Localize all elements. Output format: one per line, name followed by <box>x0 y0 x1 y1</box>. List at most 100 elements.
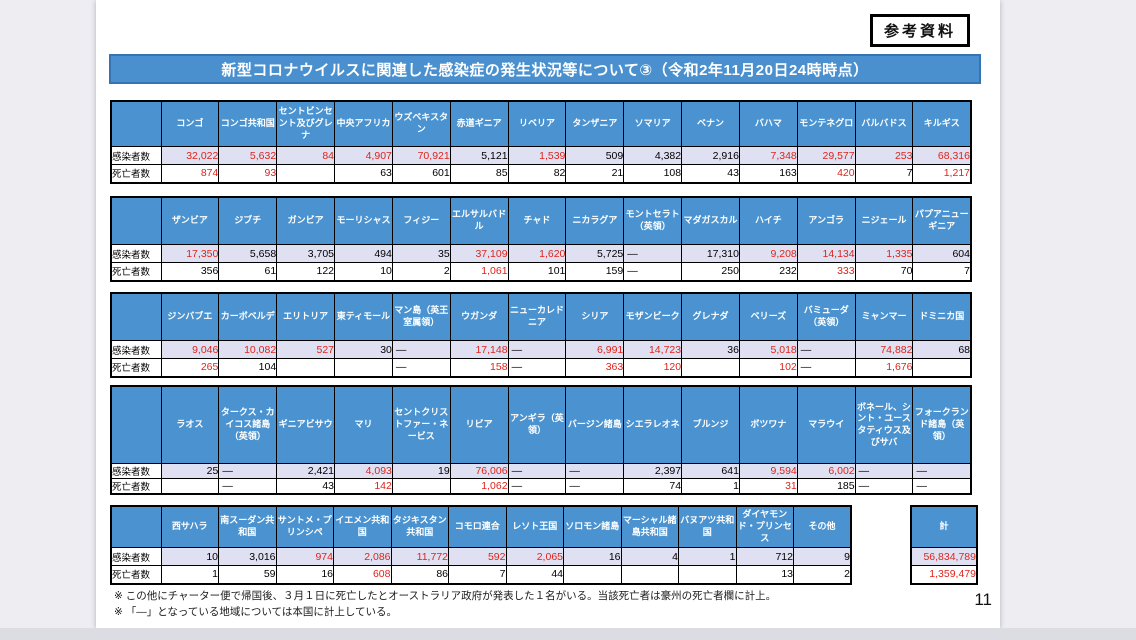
deaths-cell: ― <box>854 478 914 495</box>
table-corner-cell <box>110 292 162 341</box>
country-table-3: ジンバブエ カーボベルデ エリトリア 東ティモール マン島（英王室属領） ウガンダ ニューカ… <box>110 292 972 378</box>
deaths-cell: 63 <box>334 164 393 183</box>
deaths-cell: ― <box>507 478 567 495</box>
infected-cell: 5,725 <box>565 244 625 263</box>
infected-cell: 30 <box>334 340 393 359</box>
infected-cell: 4,382 <box>623 146 683 165</box>
country-header: グレナダ <box>681 292 740 341</box>
deaths-cell: 601 <box>391 164 451 183</box>
infected-cell: 253 <box>854 146 914 165</box>
deaths-cell: 608 <box>333 565 392 584</box>
deaths-cell: 59 <box>218 565 277 584</box>
deaths-cell: 1 <box>681 478 740 495</box>
country-header: ギニアビサウ <box>276 385 336 464</box>
deaths-cell: 31 <box>738 478 798 495</box>
infected-cell: 5,632 <box>218 146 278 165</box>
deaths-cell: 43 <box>681 164 740 183</box>
country-header: タンザニア <box>565 100 625 147</box>
country-header: コモロ連合 <box>448 505 507 548</box>
country-table: コンゴ コンゴ共和国 セントビンセント及びグレナ 中央アフリカ ウズベキスタン 赤道ギニア… <box>110 100 972 184</box>
country-header: サントメ・プリンシペ <box>275 505 334 548</box>
country-header: ガンビア <box>276 196 336 245</box>
deaths-cell <box>391 478 451 495</box>
infected-cell: 5,658 <box>218 244 278 263</box>
infected-cell: 68,316 <box>912 146 972 165</box>
country-header: ウズベキスタン <box>391 100 451 147</box>
grand-total: 計 56,834,789 1,359,479 <box>910 505 978 585</box>
infected-cell: 3,016 <box>218 547 277 566</box>
deaths-cell: 1,217 <box>912 164 972 183</box>
deaths-cell: 185 <box>796 478 856 495</box>
country-header: ソロモン諸島 <box>563 505 622 548</box>
country-header: バハマ <box>738 100 798 147</box>
infected-cell: 9 <box>793 547 852 566</box>
deaths-cell: 232 <box>738 262 798 281</box>
country-header: ハイチ <box>738 196 798 245</box>
country-header: バヌアツ共和国 <box>678 505 737 548</box>
infected-cell: 4,093 <box>334 463 393 479</box>
infected-cell: 712 <box>735 547 794 566</box>
deaths-cell: 61 <box>218 262 278 281</box>
country-header: マラウイ <box>796 385 856 464</box>
infected-cell: 494 <box>334 244 393 263</box>
deaths-cell: 363 <box>565 358 625 377</box>
country-header: バルバドス <box>854 100 914 147</box>
country-header: マリ <box>334 385 393 464</box>
deaths-cell <box>681 358 740 377</box>
deaths-cell: 101 <box>507 262 567 281</box>
deaths-cell: 333 <box>796 262 856 281</box>
infected-cell: 68 <box>912 340 972 359</box>
infected-cell: 36 <box>681 340 740 359</box>
infected-cell: 592 <box>448 547 507 566</box>
infected-cell: 2,421 <box>276 463 336 479</box>
deaths-cell: 250 <box>681 262 740 281</box>
deaths-cell: ― <box>218 478 278 495</box>
country-header: ニジェール <box>854 196 914 245</box>
infected-cell: ― <box>391 340 451 359</box>
country-header: リビア <box>449 385 509 464</box>
infected-cell: 17,350 <box>160 244 220 263</box>
infected-cell: 84 <box>276 146 336 165</box>
infected-cell: 14,134 <box>796 244 856 263</box>
country-header: ジブチ <box>218 196 278 245</box>
total-header: 計 <box>910 505 978 548</box>
country-header: カーボベルデ <box>218 292 278 341</box>
country-header: 南スーダン共和国 <box>218 505 277 548</box>
deaths-cell <box>276 358 336 377</box>
country-header: モントセラト（英領） <box>623 196 683 245</box>
infected-cell: 6,002 <box>796 463 856 479</box>
deaths-cell: 163 <box>738 164 798 183</box>
infected-cell: 974 <box>275 547 334 566</box>
country-header: コンゴ共和国 <box>218 100 278 147</box>
deaths-cell: 7 <box>912 262 972 281</box>
deaths-cell: 74 <box>623 478 683 495</box>
deaths-cell: 7 <box>448 565 507 584</box>
deaths-cell: 85 <box>449 164 509 183</box>
deaths-cell: 44 <box>505 565 564 584</box>
deaths-cell: 874 <box>160 164 220 183</box>
deaths-cell <box>912 358 972 377</box>
country-header: モザンビーク <box>623 292 683 341</box>
country-header: 東ティモール <box>334 292 393 341</box>
total-infected-cell: 56,834,789 <box>910 547 978 566</box>
country-header: ボツワナ <box>738 385 798 464</box>
infected-cell: ― <box>218 463 278 479</box>
country-table-5: 西サハラ 南スーダン共和国 サントメ・プリンシペ イエメン共和国 タジキスタン共和国 コモ… <box>110 505 852 585</box>
infected-cell: ― <box>507 463 567 479</box>
infected-cell: 9,208 <box>738 244 798 263</box>
country-header: モーリシャス <box>334 196 393 245</box>
country-header: モンテネグロ <box>796 100 856 147</box>
infected-cell: 1,335 <box>854 244 914 263</box>
country-header: シエラレオネ <box>623 385 683 464</box>
country-header: エリトリア <box>276 292 336 341</box>
country-header: マーシャル諸島共和国 <box>620 505 679 548</box>
infected-cell: 29,577 <box>796 146 856 165</box>
deaths-cell: 420 <box>796 164 856 183</box>
infected-cell: 2,397 <box>623 463 683 479</box>
table-corner-cell <box>110 505 162 548</box>
deaths-cell: ― <box>565 478 625 495</box>
deaths-cell <box>276 164 336 183</box>
infected-cell: 10 <box>160 547 219 566</box>
deaths-cell: 1,676 <box>854 358 914 377</box>
country-header: ベリーズ <box>738 292 798 341</box>
